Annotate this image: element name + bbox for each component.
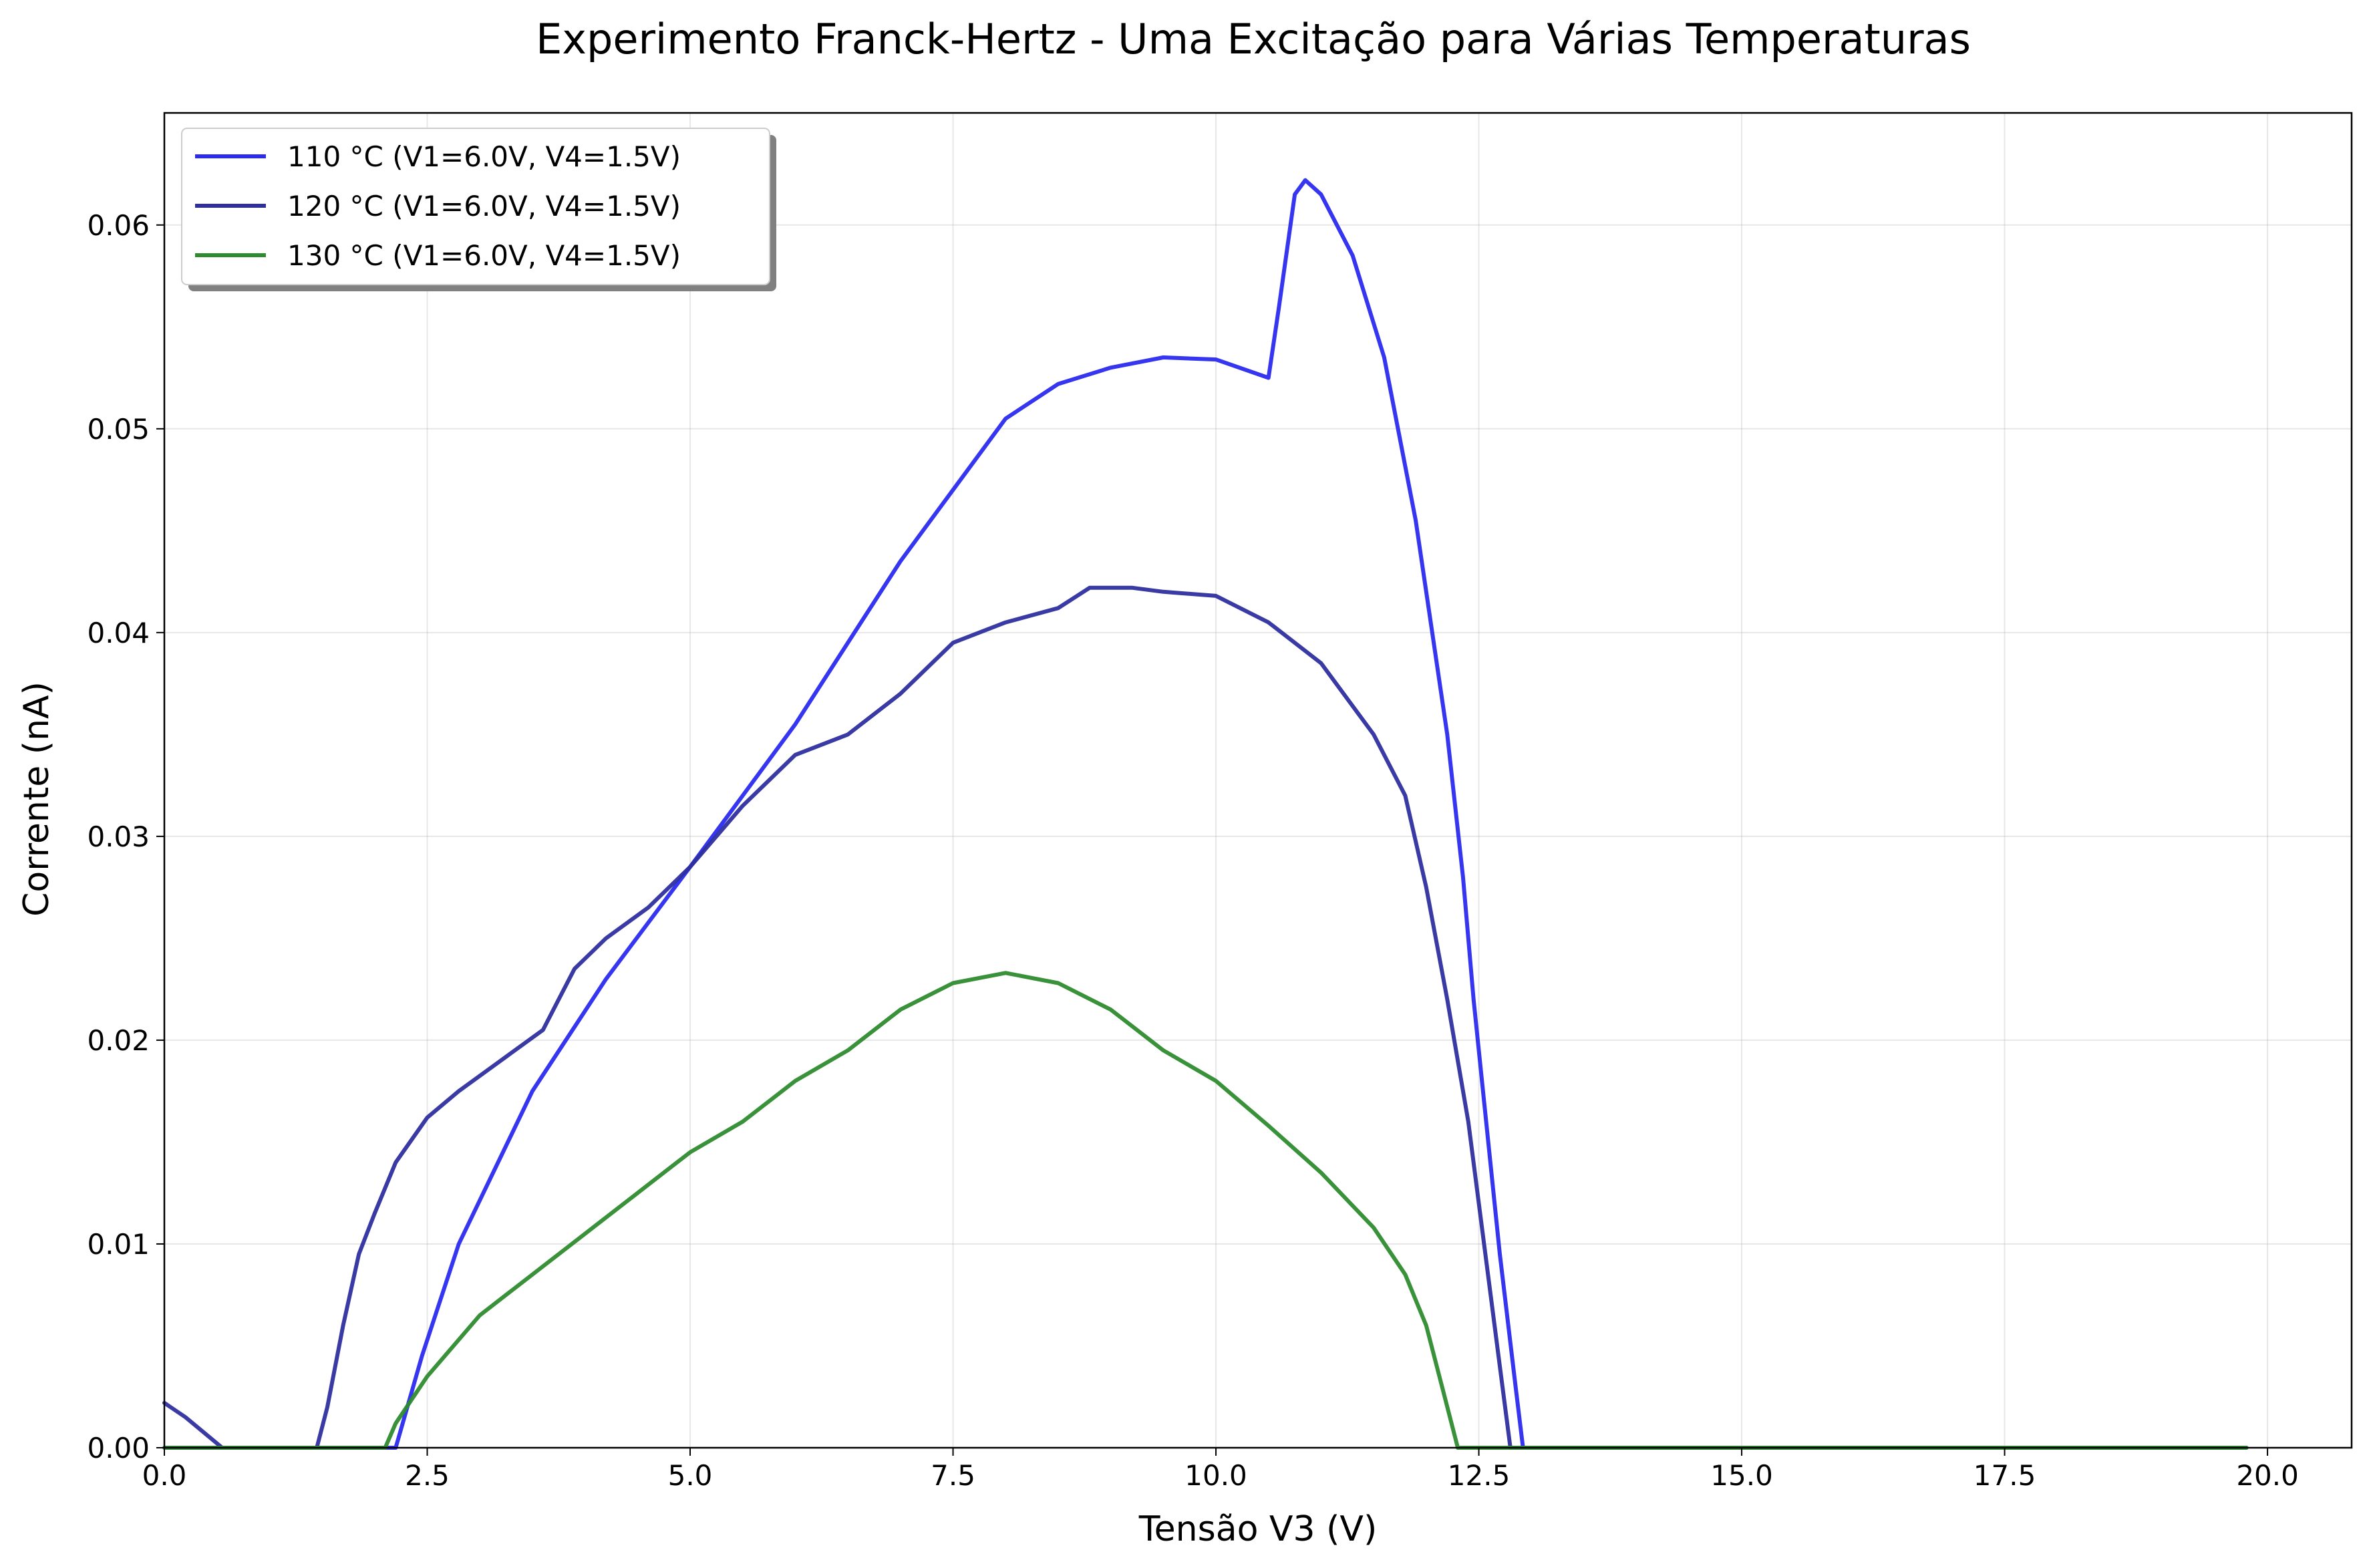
legend-label-1: 110 °C (V1=6.0V, V4=1.5V)	[287, 140, 681, 173]
x-tick-label: 12.5	[1448, 1459, 1511, 1492]
series-line-3	[162, 971, 2249, 1450]
y-tick-label: 0.04	[87, 617, 150, 649]
x-tick-label: 15.0	[1710, 1459, 1773, 1492]
series-line-1	[162, 178, 2249, 1450]
legend: 110 °C (V1=6.0V, V4=1.5V) 120 °C (V1=6.0V…	[181, 128, 776, 291]
axis-ticks: 0.0 2.5 5.0 7.5 10.0 12.5 15.0 17.5 20.0 0.00 0.01…	[87, 209, 2298, 1492]
y-axis-label: Corrente (nA)	[17, 681, 57, 917]
x-tick-label: 7.5	[931, 1459, 975, 1492]
plot-frame	[163, 112, 2353, 1449]
series-lines	[162, 178, 2249, 1450]
series-line-2	[162, 585, 2249, 1450]
x-tick-label: 0.0	[142, 1459, 187, 1492]
y-tick-label: 0.06	[87, 209, 150, 242]
y-tick-label: 0.00	[87, 1432, 150, 1464]
y-tick-label: 0.05	[87, 413, 150, 446]
y-tick-label: 0.01	[87, 1228, 150, 1261]
x-tick-label: 10.0	[1184, 1459, 1247, 1492]
chart-title: Experimento Franck-Hertz - Uma Excitação…	[536, 15, 1971, 63]
x-tick-label: 2.5	[405, 1459, 450, 1492]
y-tick-label: 0.02	[87, 1024, 150, 1057]
legend-label-3: 130 °C (V1=6.0V, V4=1.5V)	[287, 239, 681, 272]
x-tick-label: 20.0	[2236, 1459, 2299, 1492]
x-tick-label: 17.5	[1973, 1459, 2036, 1492]
legend-label-2: 120 °C (V1=6.0V, V4=1.5V)	[287, 190, 681, 222]
legend-box	[181, 128, 770, 285]
x-tick-label: 5.0	[668, 1459, 713, 1492]
y-tick-label: 0.03	[87, 820, 150, 853]
x-axis-label: Tensão V3 (V)	[1138, 1509, 1378, 1549]
